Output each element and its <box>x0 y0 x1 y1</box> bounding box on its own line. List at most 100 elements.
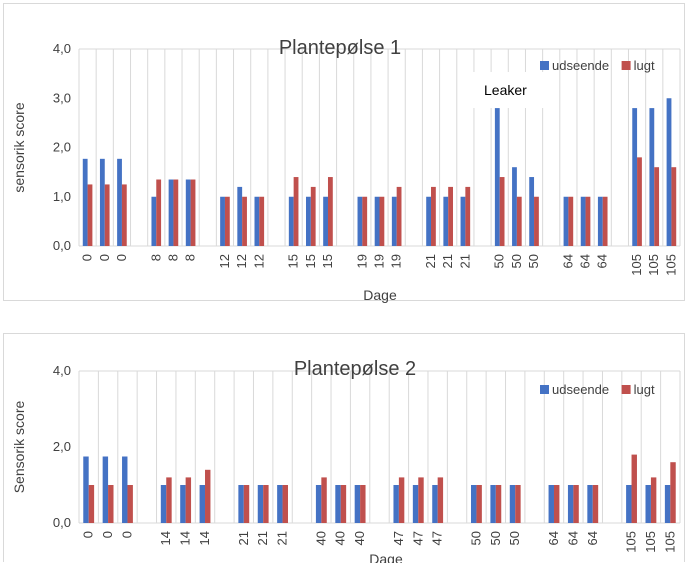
bar-lugt-21 <box>568 196 574 246</box>
chart-title: Plantepølse 2 <box>294 358 416 380</box>
bar-lugt-13 <box>418 477 424 523</box>
bar-udseende-12 <box>393 485 399 523</box>
x-tick-label: 47 <box>410 531 425 545</box>
x-tick-label: 15 <box>303 254 318 268</box>
bar-udseende-16 <box>443 196 449 246</box>
bar-udseende-17 <box>460 196 466 246</box>
bar-lugt-1 <box>108 485 114 523</box>
bar-lugt-19 <box>573 485 579 523</box>
bar-lugt-8 <box>259 196 265 246</box>
bar-udseende-14 <box>391 196 397 246</box>
bar-lugt-4 <box>173 179 179 246</box>
x-tick-label: 47 <box>391 531 406 545</box>
bar-udseende-24 <box>632 108 638 246</box>
x-tick-label: 105 <box>643 531 658 553</box>
bar-lugt-11 <box>327 177 333 246</box>
bar-udseende-21 <box>626 485 632 523</box>
legend-swatch-udseende <box>540 385 549 394</box>
x-tick-label: 8 <box>183 254 198 261</box>
bar-udseende-4 <box>180 485 186 523</box>
bar-udseende-9 <box>288 196 294 246</box>
bar-lugt-20 <box>592 485 599 523</box>
bar-lugt-10 <box>310 186 316 246</box>
legend-swatch-lugt <box>621 385 631 394</box>
bar-udseende-0 <box>83 456 89 523</box>
x-tick-label: 21 <box>423 254 438 268</box>
bar-lugt-16 <box>448 186 453 246</box>
y-axis-label: Sensorik score <box>11 400 27 493</box>
bar-lugt-10 <box>340 485 347 523</box>
x-tick-label: 40 <box>333 531 348 545</box>
x-tick-label: 21 <box>255 531 270 545</box>
bar-udseende-3 <box>151 196 157 246</box>
x-tick-label: 0 <box>80 254 95 261</box>
x-tick-label: 8 <box>165 254 180 261</box>
bar-lugt-9 <box>293 177 299 246</box>
bar-lugt-2 <box>127 485 133 523</box>
bar-udseende-0 <box>82 158 88 246</box>
x-tick-label: 0 <box>97 254 112 261</box>
bar-udseende-19 <box>567 485 574 523</box>
y-tick-label: 4,0 <box>53 41 71 56</box>
bar-lugt-17 <box>515 485 521 523</box>
bar-lugt-22 <box>585 196 591 246</box>
bar-lugt-18 <box>553 485 560 523</box>
x-tick-label: 105 <box>629 254 644 276</box>
bar-lugt-19 <box>516 196 522 246</box>
bar-udseende-20 <box>529 177 535 246</box>
x-tick-label: 40 <box>352 531 367 545</box>
bar-lugt-4 <box>185 477 192 523</box>
bar-udseende-6 <box>220 196 225 246</box>
bar-udseende-18 <box>548 485 554 523</box>
y-tick-label: 3,0 <box>53 90 71 105</box>
annotation-box <box>463 72 559 108</box>
bar-lugt-0 <box>87 184 93 246</box>
bar-lugt-5 <box>190 179 196 246</box>
x-tick-label: 21 <box>440 254 455 268</box>
bar-lugt-25 <box>654 167 660 246</box>
x-tick-label: 0 <box>100 531 115 538</box>
bar-lugt-15 <box>476 485 482 523</box>
chart-1-canvas: 0,01,02,03,04,00 0 0 8 8 8 12 12 12 15 15 15 19 19 19 2… <box>11 37 681 303</box>
x-tick-label: 105 <box>646 254 661 276</box>
bar-lugt-26 <box>671 167 677 246</box>
bar-lugt-13 <box>379 196 385 246</box>
bar-udseende-7 <box>237 186 243 246</box>
bar-udseende-23 <box>597 196 603 246</box>
bar-udseende-8 <box>254 196 260 246</box>
bar-udseende-16 <box>490 485 496 523</box>
y-axis-label: sensorik score <box>11 102 27 192</box>
bar-lugt-12 <box>398 477 405 523</box>
bar-lugt-21 <box>631 454 637 523</box>
x-tick-label: 21 <box>275 531 290 545</box>
y-tick-label: 4,0 <box>53 363 71 378</box>
bar-udseende-9 <box>315 485 322 523</box>
x-tick-label: 64 <box>578 254 593 268</box>
y-tick-label: 2,0 <box>53 439 71 454</box>
bar-lugt-11 <box>360 485 366 523</box>
x-tick-label: 50 <box>526 254 541 268</box>
x-tick-label: 15 <box>320 254 335 268</box>
x-tick-label: 64 <box>585 531 600 545</box>
bar-udseende-21 <box>563 196 569 246</box>
x-tick-label: 19 <box>389 254 404 268</box>
y-tick-label: 2,0 <box>53 140 71 155</box>
bar-udseende-3 <box>160 485 167 523</box>
bar-lugt-1 <box>104 184 110 246</box>
bar-lugt-24 <box>637 157 642 246</box>
bar-udseende-14 <box>432 485 438 523</box>
bar-udseende-13 <box>412 485 419 523</box>
bar-udseende-1 <box>102 456 109 523</box>
x-tick-label: 14 <box>158 531 173 545</box>
bar-udseende-13 <box>374 196 380 246</box>
bar-udseende-15 <box>426 196 432 246</box>
x-tick-label: 50 <box>488 531 503 545</box>
y-tick-label: 1,0 <box>53 189 71 204</box>
x-tick-label: 47 <box>430 531 445 545</box>
bar-lugt-5 <box>205 469 211 523</box>
bar-lugt-12 <box>362 196 368 246</box>
bar-lugt-7 <box>263 485 269 523</box>
bar-lugt-23 <box>670 462 676 523</box>
bar-udseende-19 <box>512 167 517 246</box>
bar-udseende-11 <box>323 196 328 246</box>
